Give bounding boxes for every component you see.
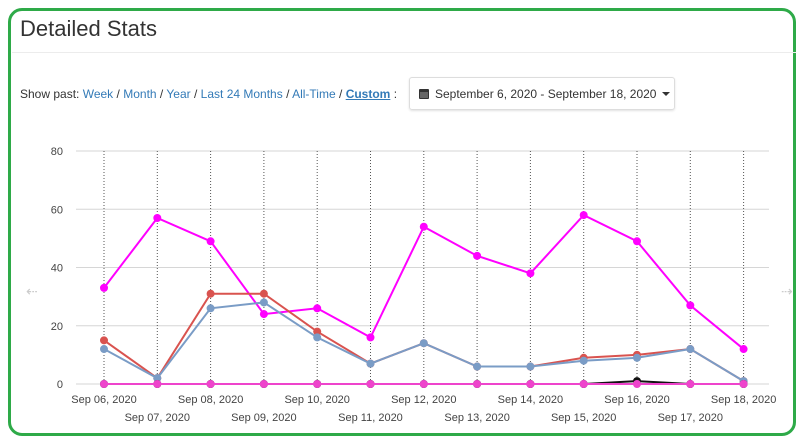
data-point [633,353,641,362]
chevron-down-icon [662,91,671,96]
separator: / [286,87,290,101]
x-tick-label: Sep 14, 2020 [498,394,563,406]
data-point [686,301,695,310]
data-point [739,380,748,388]
x-tick-label: Sep 12, 2020 [391,394,456,406]
y-tick-label: 40 [51,263,63,275]
data-point [313,380,322,388]
x-tick-label: Sep 10, 2020 [284,394,349,406]
data-point [419,339,428,348]
stats-panel [8,8,796,436]
data-point [206,380,215,388]
data-point [100,380,108,388]
filter-month-link[interactable]: Month [123,87,157,101]
data-point [366,333,375,342]
separator: / [193,87,198,101]
data-point [633,380,641,388]
y-tick-label: 60 [51,204,63,216]
data-point [579,356,588,365]
left-arrow-icon[interactable]: ⇠ [26,283,38,299]
data-point [686,380,695,388]
data-point [313,304,322,313]
filter-last-24-months-link[interactable]: Last 24 Months [200,87,283,101]
data-point [366,359,375,368]
date-range-picker[interactable]: September 6, 2020 - September 18, 2020 [409,77,675,110]
filter-custom-link[interactable]: Custom [345,87,391,101]
data-point [153,374,162,383]
data-point [100,345,108,354]
data-point [419,380,428,388]
data-point [526,269,535,278]
x-tick-label: Sep 13, 2020 [444,412,509,424]
data-point [526,380,535,388]
data-point [206,289,215,298]
divider [12,52,796,53]
data-point [100,336,108,345]
data-point [206,237,215,246]
data-point [153,213,162,222]
data-point [686,345,695,354]
data-point [366,380,375,388]
data-point [259,310,268,319]
data-point [473,380,482,388]
x-tick-label: Sep 18, 2020 [711,394,776,406]
x-tick-label: Sep 16, 2020 [604,394,669,406]
data-point [579,380,588,388]
separator: / [159,87,164,101]
data-point [259,298,268,307]
data-point [313,327,322,336]
data-point [579,211,588,220]
data-point [206,304,215,313]
y-tick-label: 80 [51,146,63,158]
data-point [100,283,108,292]
period-filter: Show past: Week / Month / Year / Last 24… [20,87,397,101]
separator: / [339,87,343,101]
y-tick-label: 0 [57,379,63,391]
data-point [259,380,268,388]
x-tick-label: Sep 06, 2020 [71,394,136,406]
x-tick-label: Sep 17, 2020 [658,412,723,424]
filter-suffix: : [393,87,398,101]
date-range-value: September 6, 2020 - September 18, 2020 [435,86,657,101]
data-point [739,345,748,354]
data-point [526,362,535,371]
filter-week-link[interactable]: Week [82,87,114,101]
page-title: Detailed Stats [20,16,157,41]
x-tick-label: Sep 15, 2020 [551,412,616,424]
data-point [153,380,162,388]
data-point [633,237,641,246]
data-point [473,362,482,371]
separator: / [116,87,120,101]
data-point [473,251,482,260]
x-tick-label: Sep 07, 2020 [125,412,190,424]
filter-label: Show past: [20,87,80,101]
data-point [419,222,428,231]
filter-all-time-link[interactable]: All-Time [292,87,336,101]
x-tick-label: Sep 11, 2020 [338,412,403,424]
calendar-icon [419,88,429,99]
data-point [313,333,322,342]
x-tick-label: Sep 09, 2020 [231,412,296,424]
y-tick-label: 20 [51,321,63,333]
filter-year-link[interactable]: Year [166,87,191,101]
data-point [259,289,268,298]
x-tick-label: Sep 08, 2020 [178,394,243,406]
right-arrow-icon[interactable]: ⇢ [781,283,793,299]
